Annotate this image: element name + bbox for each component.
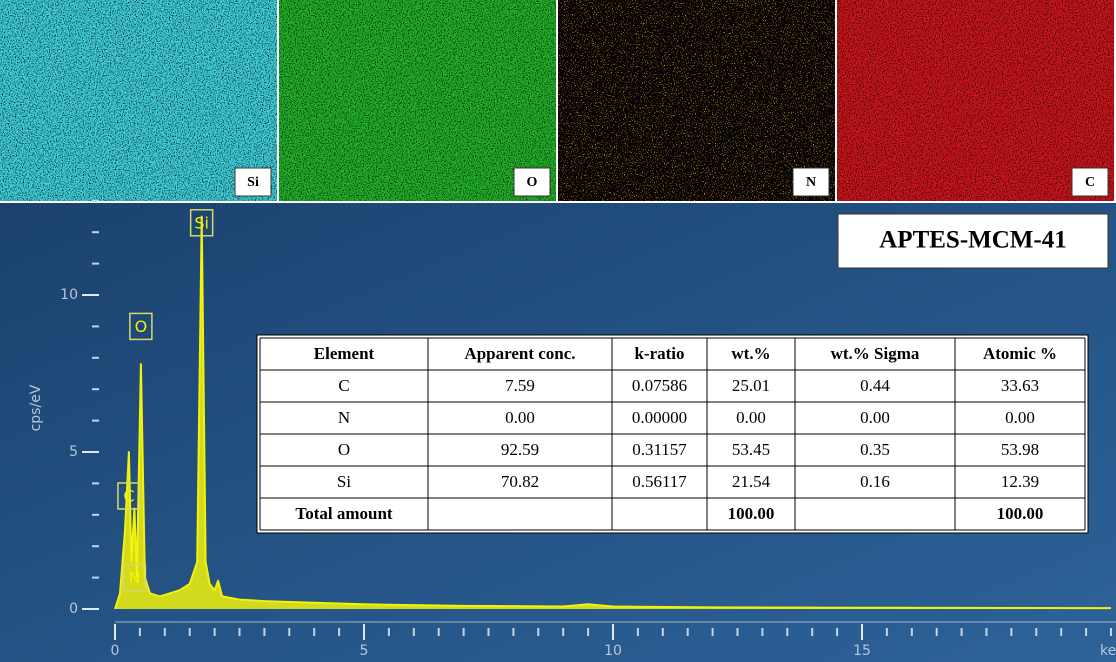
table-cell: 0.56117 [632,472,687,491]
map-label: N [806,175,816,190]
peak-label: Si [194,213,209,232]
table-cell: 0.07586 [632,376,687,395]
table-header: Apparent conc. [464,344,575,363]
table-header: Atomic % [983,344,1057,363]
table-cell: 33.63 [1001,376,1039,395]
table-cell: C [338,376,349,395]
map-label: O [527,175,538,190]
x-axis-label: keV [1100,643,1116,659]
table-cell: 0.00 [860,408,890,427]
table-header: wt.% [731,344,770,363]
x-tick-label: 15 [853,643,871,659]
peak-label: N [128,568,140,587]
peak-label: O [135,317,148,336]
table-cell: 0.00 [736,408,766,427]
sample-title: APTES-MCM-41 [879,227,1066,254]
table-cell: Total amount [295,504,392,523]
table-cell: O [338,440,350,459]
table-cell: 0.44 [860,376,890,395]
table-cell: 0.31157 [632,440,687,459]
table-cell: 0.16 [860,472,890,491]
x-tick-label: 10 [604,643,622,659]
table-cell: 25.01 [732,376,770,395]
y-tick-label: 5 [69,444,78,460]
table-cell: 92.59 [501,440,539,459]
table-cell: 0.00000 [632,408,687,427]
peak-label: C [123,486,134,505]
figure: SiONC 0510150510cps/eVkeVSiOCN APTES-MCM… [0,0,1116,662]
table-cell: 100.00 [997,504,1044,523]
map-label: Si [247,175,259,190]
y-axis-label: cps/eV [28,384,44,431]
x-tick-label: 0 [111,643,120,659]
table-cell: 21.54 [732,472,771,491]
y-tick-label: 0 [69,601,78,617]
table-header: wt.% Sigma [831,344,920,363]
table-cell: 0.00 [505,408,535,427]
table-cell: 100.00 [728,504,775,523]
table-cell: 53.98 [1001,440,1039,459]
table-header: k-ratio [634,344,684,363]
y-tick-label: 10 [60,287,78,303]
table-cell: 70.82 [501,472,539,491]
map-label: C [1085,175,1095,190]
x-tick-label: 5 [360,643,369,659]
table-cell: 0.00 [1005,408,1035,427]
table-cell: 12.39 [1001,472,1039,491]
element-maps: Si O N C [0,0,1114,201]
table-cell: Si [337,472,351,491]
table-cell: 53.45 [732,440,770,459]
composition-table: Element Apparent conc. k-ratio wt.% wt.% Sig… [257,335,1088,533]
table-cell: N [338,408,350,427]
table-cell: 7.59 [505,376,535,395]
table-cell: 0.35 [860,440,890,459]
table-header: Element [314,344,375,363]
